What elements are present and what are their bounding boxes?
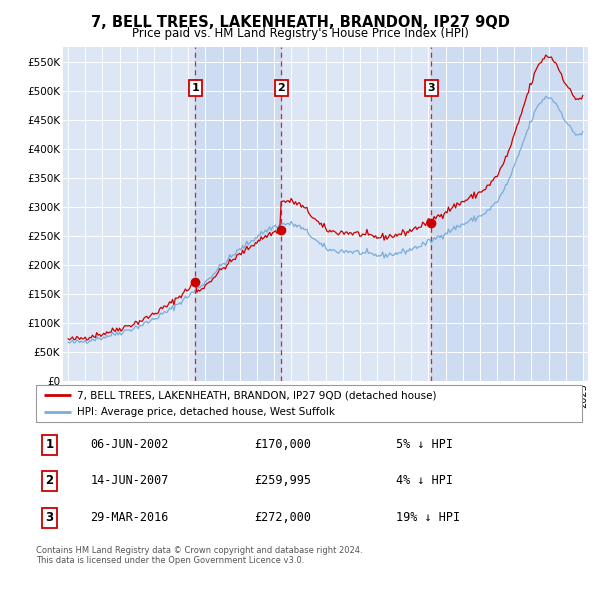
Text: 2: 2 bbox=[46, 474, 54, 487]
Text: 5% ↓ HPI: 5% ↓ HPI bbox=[397, 438, 454, 451]
Text: 1: 1 bbox=[46, 438, 54, 451]
Text: £272,000: £272,000 bbox=[254, 512, 311, 525]
Text: £170,000: £170,000 bbox=[254, 438, 311, 451]
Text: 06-JUN-2002: 06-JUN-2002 bbox=[91, 438, 169, 451]
Text: 7, BELL TREES, LAKENHEATH, BRANDON, IP27 9QD: 7, BELL TREES, LAKENHEATH, BRANDON, IP27… bbox=[91, 15, 509, 30]
Text: 2: 2 bbox=[277, 83, 285, 93]
Text: £259,995: £259,995 bbox=[254, 474, 311, 487]
Text: 3: 3 bbox=[427, 83, 435, 93]
Bar bbox=[196, 47, 281, 381]
Text: 3: 3 bbox=[46, 512, 54, 525]
Text: Contains HM Land Registry data © Crown copyright and database right 2024.
This d: Contains HM Land Registry data © Crown c… bbox=[36, 546, 362, 565]
Text: 19% ↓ HPI: 19% ↓ HPI bbox=[397, 512, 460, 525]
Text: 29-MAR-2016: 29-MAR-2016 bbox=[91, 512, 169, 525]
Text: HPI: Average price, detached house, West Suffolk: HPI: Average price, detached house, West… bbox=[77, 407, 335, 417]
Text: Price paid vs. HM Land Registry's House Price Index (HPI): Price paid vs. HM Land Registry's House … bbox=[131, 27, 469, 40]
Bar bbox=[431, 47, 583, 381]
Text: 14-JUN-2007: 14-JUN-2007 bbox=[91, 474, 169, 487]
Text: 7, BELL TREES, LAKENHEATH, BRANDON, IP27 9QD (detached house): 7, BELL TREES, LAKENHEATH, BRANDON, IP27… bbox=[77, 390, 436, 400]
Text: 4% ↓ HPI: 4% ↓ HPI bbox=[397, 474, 454, 487]
Text: 1: 1 bbox=[191, 83, 199, 93]
